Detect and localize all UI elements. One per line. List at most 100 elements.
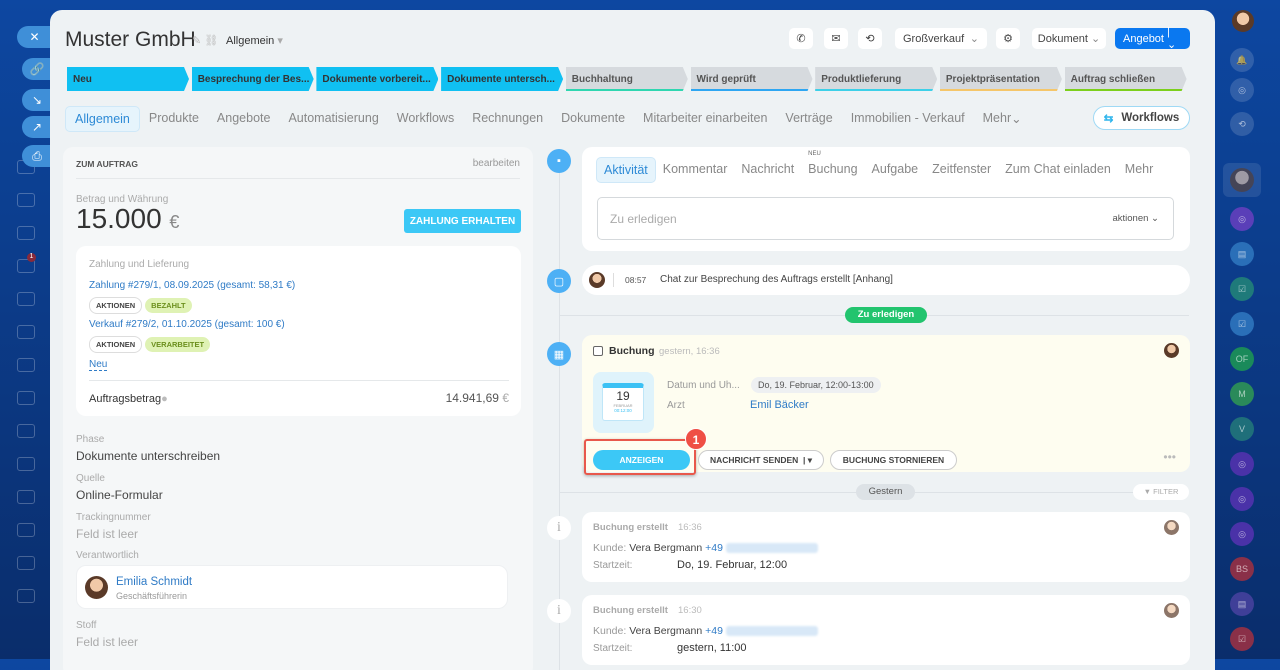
open-new-window-icon[interactable]: ↗	[22, 116, 52, 138]
tab-8[interactable]: Verträge	[785, 111, 833, 125]
new-payment-link[interactable]: Neu	[89, 359, 108, 371]
pipeline-select[interactable]: Großverkauf ⌄	[895, 28, 987, 49]
filter-icon[interactable]	[17, 556, 35, 570]
filter-button[interactable]: ▼ FILTER	[1133, 484, 1189, 500]
activity-tab-1[interactable]: Kommentar	[656, 157, 735, 183]
link-icon[interactable]: 🔗	[22, 58, 52, 80]
copilot-icon[interactable]: ◎	[1230, 522, 1254, 546]
chat-V[interactable]: V	[1230, 417, 1254, 441]
tasks-icon[interactable]	[17, 259, 35, 273]
stage-3[interactable]: Dokumente untersch...	[441, 67, 563, 91]
customer-phone[interactable]: +49	[705, 542, 723, 554]
gear-icon[interactable]: ⚙	[996, 28, 1020, 49]
timeline-chat-item[interactable]: 08:57 Chat zur Besprechung des Auftrags …	[582, 265, 1190, 295]
phone-icon[interactable]: ✆	[789, 28, 813, 49]
copilot-icon[interactable]: ◎	[1230, 78, 1254, 102]
stage-0[interactable]: Neu	[67, 67, 189, 91]
customer-phone[interactable]: +49	[705, 625, 723, 637]
mail-icon[interactable]	[17, 292, 35, 306]
chat-BS[interactable]: BS	[1230, 557, 1254, 581]
copilot-icon[interactable]: ◎	[1230, 452, 1254, 476]
help-icon[interactable]: ●	[161, 393, 168, 405]
tab-2[interactable]: Angebote	[216, 111, 271, 125]
task-icon[interactable]: ☑	[1230, 627, 1254, 651]
chat-icon[interactable]	[17, 325, 35, 339]
tab-3[interactable]: Automatisierung	[288, 111, 379, 125]
tab-7[interactable]: Mitarbeiter einarbeiten	[643, 111, 768, 125]
stage-5[interactable]: Wird geprüft	[691, 67, 813, 91]
nav-icon[interactable]	[17, 424, 35, 438]
activity-tab-6[interactable]: Zum Chat einladen	[998, 157, 1118, 183]
chart-icon[interactable]	[17, 589, 35, 603]
tab-1[interactable]: Produkte	[148, 111, 199, 125]
responsible-card[interactable]: Emilia Schmidt Geschäftsführerin	[76, 565, 508, 609]
activity-tab-7[interactable]: Mehr	[1118, 157, 1160, 183]
calendar-icon[interactable]	[17, 358, 35, 372]
task-icon[interactable]: ☑	[1230, 312, 1254, 336]
send-message-button[interactable]: NACHRICHT SENDEN | ▾	[698, 450, 824, 470]
nav-icon[interactable]	[17, 193, 35, 207]
payment-link[interactable]: Zahlung #279/1, 08.09.2025 (gesamt: 58,3…	[89, 280, 296, 291]
tab-5[interactable]: Rechnungen	[472, 111, 544, 125]
cancel-booking-button[interactable]: BUCHUNG STORNIEREN	[830, 450, 957, 470]
doctor-link[interactable]: Emil Bäcker	[750, 399, 809, 411]
task-icon[interactable]: ☑	[1230, 277, 1254, 301]
mail-icon[interactable]: ✉	[824, 28, 848, 49]
chat-icon[interactable]: ⟲	[858, 28, 882, 49]
document-button[interactable]: Dokument ⌄	[1032, 28, 1106, 49]
nav-icon[interactable]	[17, 226, 35, 240]
avatar	[1164, 520, 1179, 535]
close-button[interactable]: ✕	[17, 26, 52, 48]
nav-icon[interactable]	[17, 490, 35, 504]
user-avatar[interactable]	[1232, 10, 1254, 32]
activity-tab-3[interactable]: Buchung NEU	[801, 151, 864, 183]
todo-input[interactable]: Zu erledigen aktionen ⌄	[597, 197, 1174, 240]
tab-10[interactable]: Mehr	[982, 111, 1012, 125]
order-total: 14.941,69 €	[446, 391, 509, 405]
document-icon[interactable]	[17, 457, 35, 471]
actions-dropdown[interactable]: aktionen ⌄	[1112, 213, 1159, 224]
activity-tab-4[interactable]: Aufgabe	[865, 157, 926, 183]
nav-icon[interactable]	[17, 523, 35, 537]
contact-card-icon[interactable]: ▤	[1230, 592, 1254, 616]
minimize-icon[interactable]: ↘	[22, 89, 52, 111]
stage-6[interactable]: Produktlieferung	[815, 67, 937, 91]
chat-OF[interactable]: OF	[1230, 347, 1254, 371]
stage-4[interactable]: Buchhaltung	[566, 67, 688, 91]
print-icon[interactable]: ⎙	[22, 145, 52, 167]
category-dropdown[interactable]: Allgemein ▾	[226, 35, 283, 47]
offer-button[interactable]: Angebot | ⌄	[1115, 26, 1190, 51]
timeline-event[interactable]: Buchung erstellt 16:30 Kunde: Vera Bergm…	[582, 595, 1190, 665]
stage-7[interactable]: Projektpräsentation	[940, 67, 1062, 91]
tab-4[interactable]: Workflows	[396, 111, 455, 125]
copilot-icon[interactable]: ◎	[1230, 207, 1254, 231]
stage-8[interactable]: Auftrag schließen	[1065, 67, 1187, 91]
sale-link[interactable]: Verkauf #279/2, 01.10.2025 (gesamt: 100 …	[89, 319, 285, 330]
show-button[interactable]: ANZEIGEN	[593, 450, 690, 470]
workflows-button[interactable]: ⇆ Workflows	[1093, 106, 1190, 130]
edit-link[interactable]: bearbeiten	[472, 158, 520, 169]
actions-dropdown[interactable]: AKTIONEN	[89, 297, 143, 314]
contact-card-icon[interactable]: ▤	[1230, 242, 1254, 266]
tab-0[interactable]: Allgemein	[65, 106, 140, 132]
actions-dropdown[interactable]: AKTIONEN	[89, 336, 143, 353]
bell-icon[interactable]: 🔔	[1230, 48, 1254, 72]
more-icon[interactable]: •••	[1163, 450, 1176, 464]
complete-checkbox[interactable]	[593, 346, 603, 356]
copilot-icon[interactable]: ◎	[1230, 487, 1254, 511]
edit-title-icon[interactable]: ✎ ⛓	[192, 35, 219, 47]
responsible-name[interactable]: Emilia Schmidt	[116, 576, 193, 588]
pen-icon[interactable]	[17, 391, 35, 405]
tab-6[interactable]: Dokumente	[561, 111, 626, 125]
tab-9[interactable]: Immobilien - Verkauf	[850, 111, 965, 125]
stage-1[interactable]: Besprechung der Bes...	[192, 67, 314, 91]
timeline-event[interactable]: Buchung erstellt 16:36 Kunde: Vera Bergm…	[582, 512, 1190, 582]
activity-tab-5[interactable]: Zeitfenster	[925, 157, 998, 183]
contact-item[interactable]	[1223, 163, 1261, 197]
stage-2[interactable]: Dokumente vorbereit...	[316, 67, 438, 91]
activity-tab-0[interactable]: Aktivität	[596, 157, 656, 183]
chat-icon[interactable]: ⟲	[1230, 112, 1254, 136]
receive-payment-button[interactable]: ZAHLUNG ERHALTEN	[404, 209, 521, 233]
chat-M[interactable]: M	[1230, 382, 1254, 406]
activity-tab-2[interactable]: Nachricht	[734, 157, 801, 183]
